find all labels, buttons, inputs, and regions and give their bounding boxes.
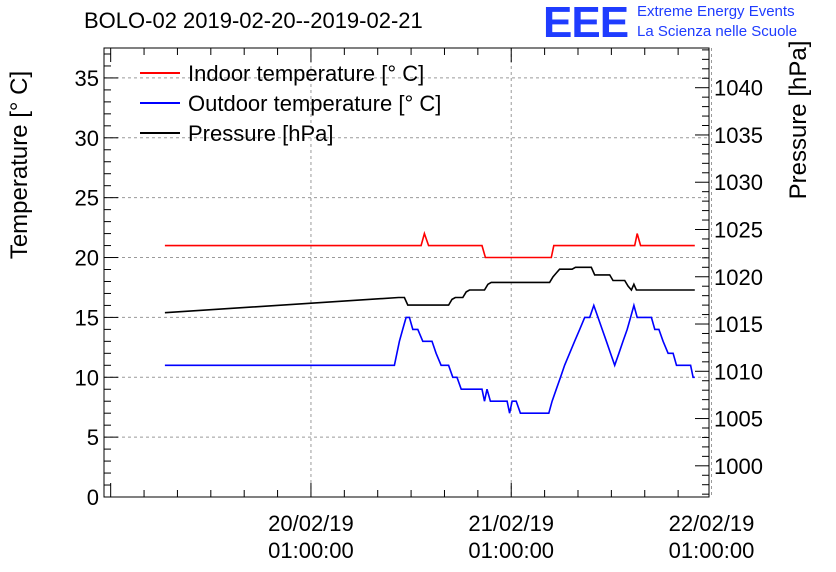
data-series [164,230,695,415]
y-tick-label: 20 [75,246,99,271]
y2-tick-label: 1020 [714,265,763,290]
eee-logo: EEE [543,0,629,47]
right-axis: 1000 1005 1010 1015 1020 1025 1030 1035 1040 [695,49,763,495]
y2-tick-label: 1025 [714,217,763,242]
legend: Indoor temperature [° C] Outdoor temperat… [140,61,441,146]
legend-entry-2: Pressure [hPa] [188,121,334,146]
y-tick-label: 30 [75,126,99,151]
y2-tick-label: 1010 [714,359,763,384]
y-tick-label: 10 [75,365,99,390]
y2-tick-label: 1030 [714,170,763,195]
grid-lines [104,48,713,497]
x-tick-time: 01:00:00 [268,538,354,563]
eee-logo-caption: Extreme Energy Events La Scienza nelle S… [637,2,797,42]
y2-tick-label: 1005 [714,407,763,432]
y-tick-label: 25 [75,186,99,211]
left-axis: 0 5 10 15 20 25 30 35 [75,53,118,510]
y-axis-label: Temperature [° C] [6,71,33,259]
y-tick-label: 5 [87,425,99,450]
y2-axis-label: Pressure [hPa] [785,41,812,200]
y-tick-label: 35 [75,66,99,91]
plot-frame [103,47,710,498]
y-tick-label: 0 [87,485,99,510]
x-tick-date: 21/02/19 [468,511,554,536]
y2-tick-label: 1000 [714,454,763,479]
x-tick-date: 22/02/19 [669,511,755,536]
y2-tick-label: 1035 [714,123,763,148]
series-line-2 [164,266,695,314]
legend-entry-0: Indoor temperature [° C] [188,61,424,86]
x-tick-time: 01:00:00 [468,538,554,563]
x-tick-time: 01:00:00 [669,538,755,563]
y-tick-label: 15 [75,305,99,330]
y2-tick-label: 1015 [714,312,763,337]
legend-entry-1: Outdoor temperature [° C] [188,91,441,116]
y2-tick-label: 1040 [714,76,763,101]
chart-title: BOLO-02 2019-02-20--2019-02-21 [84,8,423,33]
eee-logo-line1: Extreme Energy Events [637,3,795,20]
eee-logo-line2: La Scienza nelle Scuole [637,23,798,40]
series-line-0 [164,230,695,259]
series-line-1 [164,302,695,415]
bottom-axis: 20/02/1901:00:0021/02/1901:00:0022/02/19… [110,48,755,563]
x-tick-date: 20/02/19 [268,511,354,536]
